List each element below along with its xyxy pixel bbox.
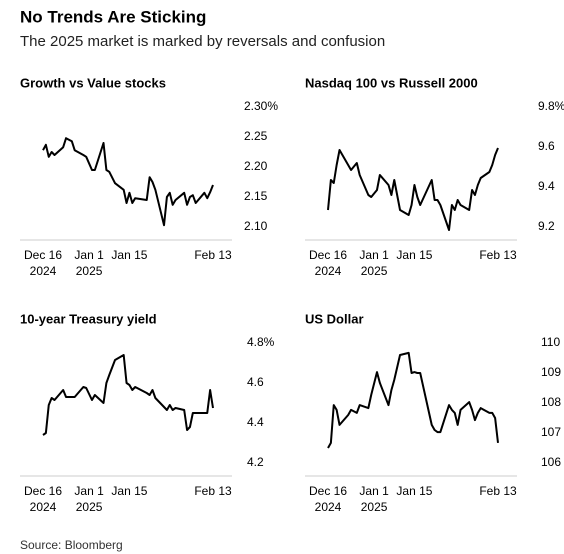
- y-tick-label: 4.2: [247, 455, 264, 469]
- x-tick-label: Jan 15: [111, 484, 147, 498]
- y-tick-label: 2.25: [244, 129, 268, 143]
- y-tick-label: 108: [541, 395, 561, 409]
- y-tick-label: 109: [541, 365, 561, 379]
- x-tick-label: 2024: [30, 264, 57, 278]
- x-tick-label: Dec 16: [24, 248, 62, 262]
- data-line: [42, 137, 214, 227]
- x-tick-label: Dec 16: [24, 484, 62, 498]
- x-tick-label: Feb 13: [479, 248, 517, 262]
- x-tick-label: Jan 1: [74, 248, 104, 262]
- y-tick-label: 2.20: [244, 159, 268, 173]
- x-tick-label: Feb 13: [194, 484, 232, 498]
- y-tick-label: 9.8%: [538, 99, 564, 113]
- y-tick-label: 2.30%: [244, 99, 278, 113]
- x-tick-label: Jan 1: [359, 248, 389, 262]
- chart-title: No Trends Are Sticking: [20, 7, 206, 26]
- y-tick-label: 9.6: [538, 139, 555, 153]
- x-tick-label: Feb 13: [479, 484, 517, 498]
- data-line: [42, 354, 214, 436]
- y-tick-label: 4.6: [247, 375, 264, 389]
- x-tick-label: 2025: [76, 500, 103, 514]
- y-tick-label: 2.15: [244, 189, 268, 203]
- x-tick-label: 2025: [361, 500, 388, 514]
- y-tick-label: 4.8%: [247, 335, 275, 349]
- y-tick-label: 9.2: [538, 219, 555, 233]
- panel-title: Nasdaq 100 vs Russell 2000: [305, 75, 478, 90]
- x-tick-label: 2024: [315, 500, 342, 514]
- y-tick-label: 4.4: [247, 415, 264, 429]
- chart-subtitle: The 2025 market is marked by reversals a…: [20, 33, 385, 50]
- x-tick-label: Dec 16: [309, 484, 347, 498]
- x-tick-label: Jan 1: [359, 484, 389, 498]
- source-note: Source: Bloomberg: [20, 538, 123, 552]
- x-tick-label: Jan 15: [111, 248, 147, 262]
- y-tick-label: 9.4: [538, 179, 555, 193]
- x-tick-label: Jan 15: [396, 484, 432, 498]
- x-tick-label: Jan 1: [74, 484, 104, 498]
- x-tick-label: 2024: [315, 264, 342, 278]
- data-line: [327, 351, 499, 449]
- panel-title: 10-year Treasury yield: [20, 311, 157, 326]
- y-tick-label: 110: [541, 335, 560, 349]
- x-tick-label: Feb 13: [194, 248, 232, 262]
- x-tick-label: Jan 15: [396, 248, 432, 262]
- panel-title: US Dollar: [305, 311, 364, 326]
- x-tick-label: 2024: [30, 500, 57, 514]
- panel-title: Growth vs Value stocks: [20, 75, 166, 90]
- x-tick-label: 2025: [76, 264, 103, 278]
- y-tick-label: 107: [541, 425, 561, 439]
- y-tick-label: 106: [541, 455, 561, 469]
- data-line: [327, 147, 499, 231]
- y-tick-label: 2.10: [244, 219, 268, 233]
- x-tick-label: 2025: [361, 264, 388, 278]
- x-tick-label: Dec 16: [309, 248, 347, 262]
